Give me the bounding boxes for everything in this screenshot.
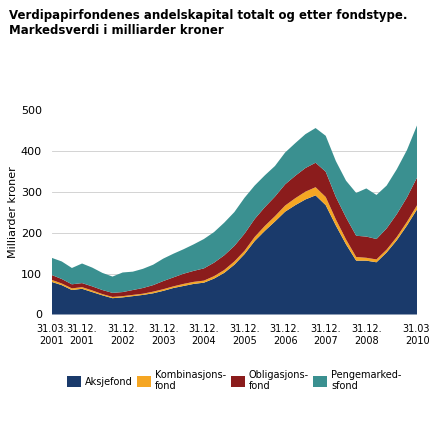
Text: Verdipapirfondenes andelskapital totalt og etter fondstype.
Markedsverdi i milli: Verdipapirfondenes andelskapital totalt … bbox=[9, 8, 407, 37]
Y-axis label: Milliarder kroner: Milliarder kroner bbox=[8, 167, 18, 258]
Legend: Aksjefond, Kombinasjons-
fond, Obligasjons-
fond, Pengemarked-
sfond: Aksjefond, Kombinasjons- fond, Obligasjo… bbox=[64, 366, 405, 395]
